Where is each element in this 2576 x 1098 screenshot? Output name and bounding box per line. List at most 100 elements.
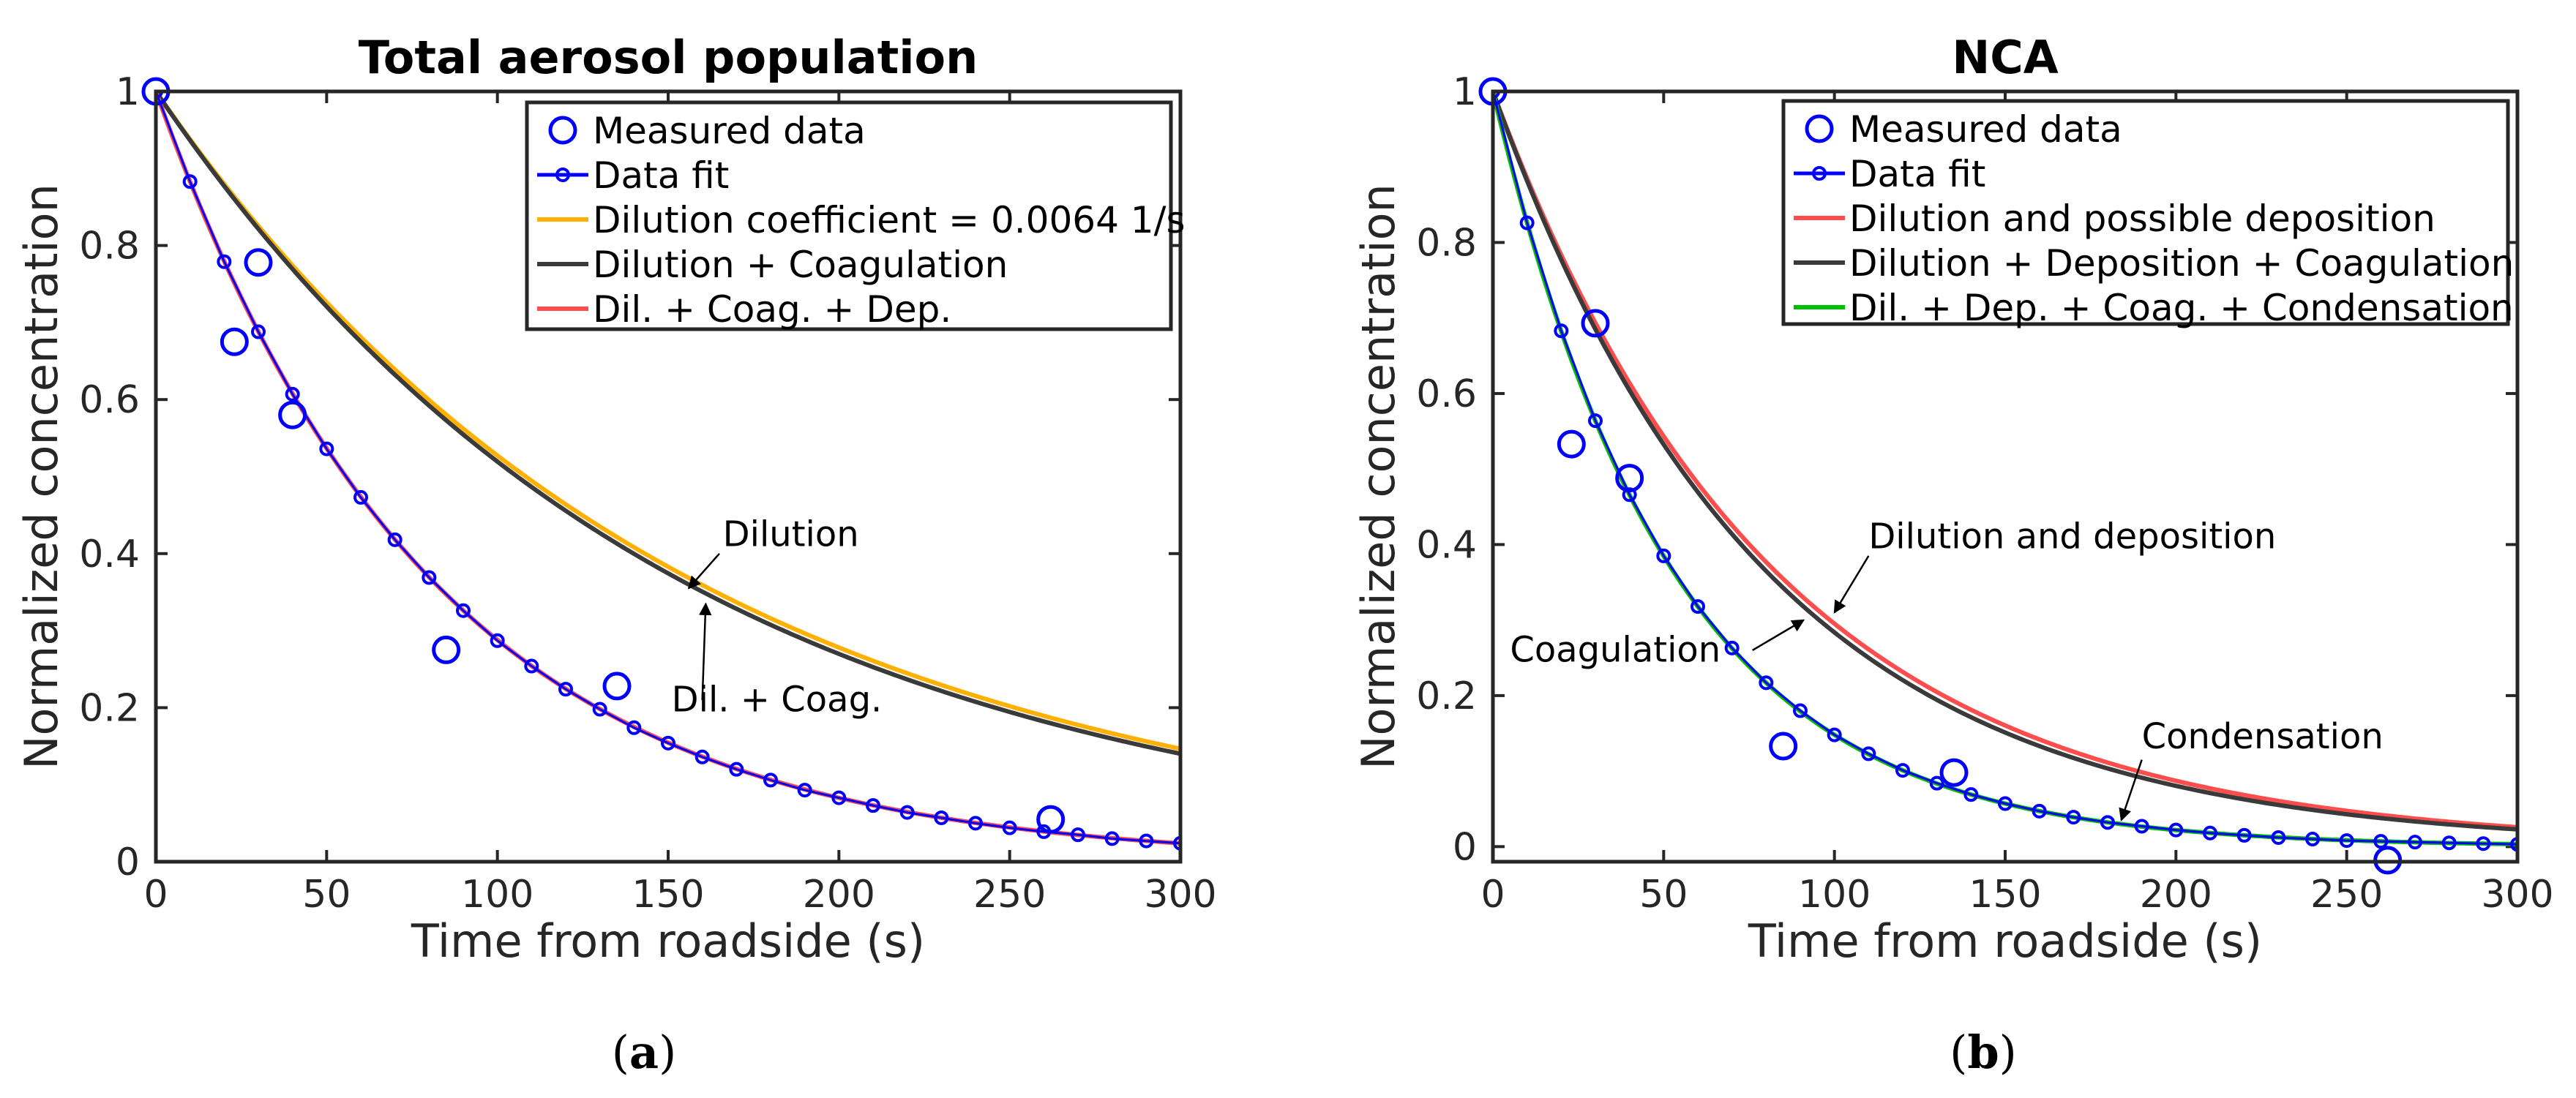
data-fit-point (319, 441, 334, 456)
data-fit-point (1002, 820, 1017, 835)
data-fit-point (1929, 775, 1944, 791)
y-tick-label: 1 (1453, 70, 1477, 114)
annotation-arrow (1833, 555, 1870, 614)
data-fit-line (156, 91, 1180, 845)
data-fit-point (592, 702, 607, 717)
data-fit-point (763, 772, 778, 788)
data-fit-point (626, 720, 642, 735)
measured-point (1769, 732, 1798, 761)
data-fit-point (1588, 413, 1603, 429)
x-tick-label: 300 (1144, 873, 1216, 917)
panel-caption: (b) (1950, 1026, 2017, 1079)
y-tick-label: 0.6 (79, 378, 140, 422)
data-fit-point (2236, 827, 2252, 843)
x-tick-label: 100 (461, 873, 533, 917)
legend-box (525, 100, 1173, 331)
chart-title: NCA (1952, 31, 2058, 84)
series-line-red (1493, 91, 2517, 830)
data-fit-point (1895, 763, 1910, 778)
data-fit-point (2408, 835, 2422, 850)
y-tick-label: 0.2 (79, 686, 140, 730)
legend-label: Measured data (593, 110, 866, 152)
measured-point (1939, 758, 1969, 787)
x-tick-label: 100 (1798, 873, 1871, 917)
legend-label: Dil. + Coag. + Dep. (593, 288, 951, 331)
data-fit-point (934, 810, 949, 825)
measured-point (1557, 429, 1586, 459)
x-tick-label: 200 (803, 873, 875, 917)
panel-caption: (a) (612, 1026, 677, 1079)
legend-symbol-fit-marker (555, 168, 570, 182)
annotation-text: Condensation (2142, 716, 2384, 757)
chart-title: Total aerosol population (359, 31, 978, 84)
y-tick-label: 0 (1453, 825, 1477, 869)
data-fit-point (1139, 833, 1154, 849)
legend-symbol-measured (1805, 114, 1834, 143)
legend-label: Dil. + Dep. + Coag. + Condensation (1849, 287, 2514, 329)
series-line-dark (156, 91, 1180, 756)
measured-point (602, 672, 632, 701)
x-tick-label: 250 (973, 873, 1046, 917)
x-tick-label: 50 (1639, 873, 1688, 917)
legend-label: Dilution coefficient = 0.0064 1/s (593, 199, 1186, 241)
measured-point (1581, 309, 1610, 338)
data-fit-point (285, 386, 300, 402)
data-fit-point (2373, 834, 2389, 849)
y-tick-label: 1 (116, 70, 140, 114)
caption-letter: a (629, 1026, 659, 1079)
data-fit-point (1998, 796, 2012, 811)
annotation-text: Dil. + Coag. (672, 680, 883, 721)
data-fit-point (558, 682, 573, 697)
caption-open: ( (612, 1026, 629, 1079)
x-tick-label: 0 (1480, 873, 1505, 917)
annotation-arrow (1752, 619, 1805, 652)
x-tick-label: 200 (2140, 873, 2212, 917)
data-fit-point (2271, 830, 2286, 845)
annotation-arrow (2119, 759, 2143, 821)
x-tick-label: 150 (1969, 873, 2041, 917)
data-fit-point (2168, 822, 2184, 838)
data-fit-line (1493, 91, 2517, 846)
data-fit-point (1173, 835, 1180, 851)
data-fit-point (1519, 215, 1535, 230)
data-fit-point (866, 798, 880, 813)
data-fit-point (1554, 323, 1569, 339)
axes-box (154, 89, 1183, 864)
data-fit-point (661, 735, 675, 751)
measured-point (1615, 464, 1644, 493)
legend-symbol-measured (548, 116, 577, 145)
x-axis-label: Time from roadside (s) (1748, 914, 2262, 968)
data-fit-point (217, 254, 232, 269)
annotation-arrow (699, 602, 712, 700)
data-fit-point (1793, 703, 1808, 718)
y-tick-label: 0 (116, 841, 140, 884)
data-fit-point (1104, 831, 1120, 846)
data-fit-point (1963, 787, 1979, 802)
data-fit-point (2203, 825, 2217, 841)
x-axis-label: Time from roadside (s) (411, 914, 925, 968)
annotation-arrow (687, 552, 720, 590)
data-fit-point (694, 749, 710, 764)
data-fit-point (353, 489, 368, 505)
measured-point (432, 635, 461, 664)
data-fit-point (1071, 827, 1085, 843)
y-axis-label: Normalized concentration (1352, 184, 1405, 770)
y-tick-label: 0.4 (79, 533, 140, 576)
annotation-text: Dilution (723, 514, 859, 554)
x-tick-label: 150 (632, 873, 704, 917)
data-fit-point (422, 570, 437, 585)
measured-point (1036, 805, 1066, 834)
legend-label: Dilution + Deposition + Coagulation (1849, 242, 2514, 285)
data-fit-point (2339, 833, 2354, 849)
x-tick-label: 250 (2310, 873, 2383, 917)
data-fit-point (456, 603, 471, 618)
axes-box (1491, 89, 2520, 864)
legend-label: Data fit (1849, 153, 1985, 195)
data-fit-point (2441, 835, 2457, 851)
data-fit-point (729, 762, 744, 777)
caption-open: ( (1950, 1026, 1967, 1079)
data-fit-point (1861, 746, 1876, 762)
